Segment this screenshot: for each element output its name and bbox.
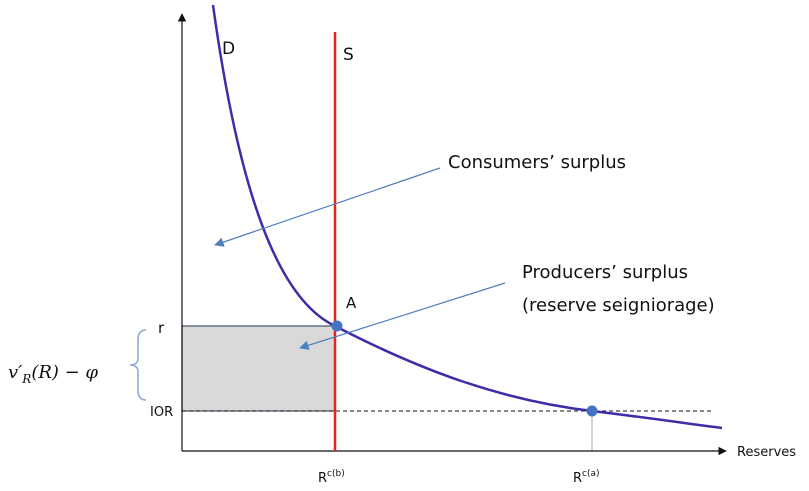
x-axis-title: Reserves [737, 445, 796, 460]
supply-label: S [343, 45, 354, 65]
x-label-sup: c(b) [327, 469, 345, 479]
arrow [214, 167, 441, 247]
demand-label: D [222, 39, 235, 59]
annotation: Consumers’ surplus [448, 152, 626, 173]
x-label: Rc(b) [318, 469, 345, 486]
point-a [331, 320, 343, 332]
annotation: (reserve seigniorage) [522, 295, 715, 316]
brace [129, 329, 147, 401]
formula-sub: R [21, 372, 31, 386]
demand-curve [211, 4, 723, 430]
x-label-sup: c(a) [582, 469, 600, 479]
formula-part: (R) − φ [31, 362, 98, 383]
surplus-rect [181, 325, 336, 412]
x-label-base: R [318, 471, 327, 486]
brace-label: v′R(R) − φ [8, 362, 98, 386]
arrow [299, 282, 506, 350]
point-label: A [346, 294, 357, 312]
annotation: Producers’ surplus [522, 262, 688, 283]
x-label: Rc(a) [573, 469, 600, 486]
y-label: r [158, 319, 165, 337]
point [586, 405, 598, 417]
formula-part: v′ [8, 362, 22, 383]
y-label: IOR [150, 405, 173, 420]
x-label-base: R [573, 471, 582, 486]
